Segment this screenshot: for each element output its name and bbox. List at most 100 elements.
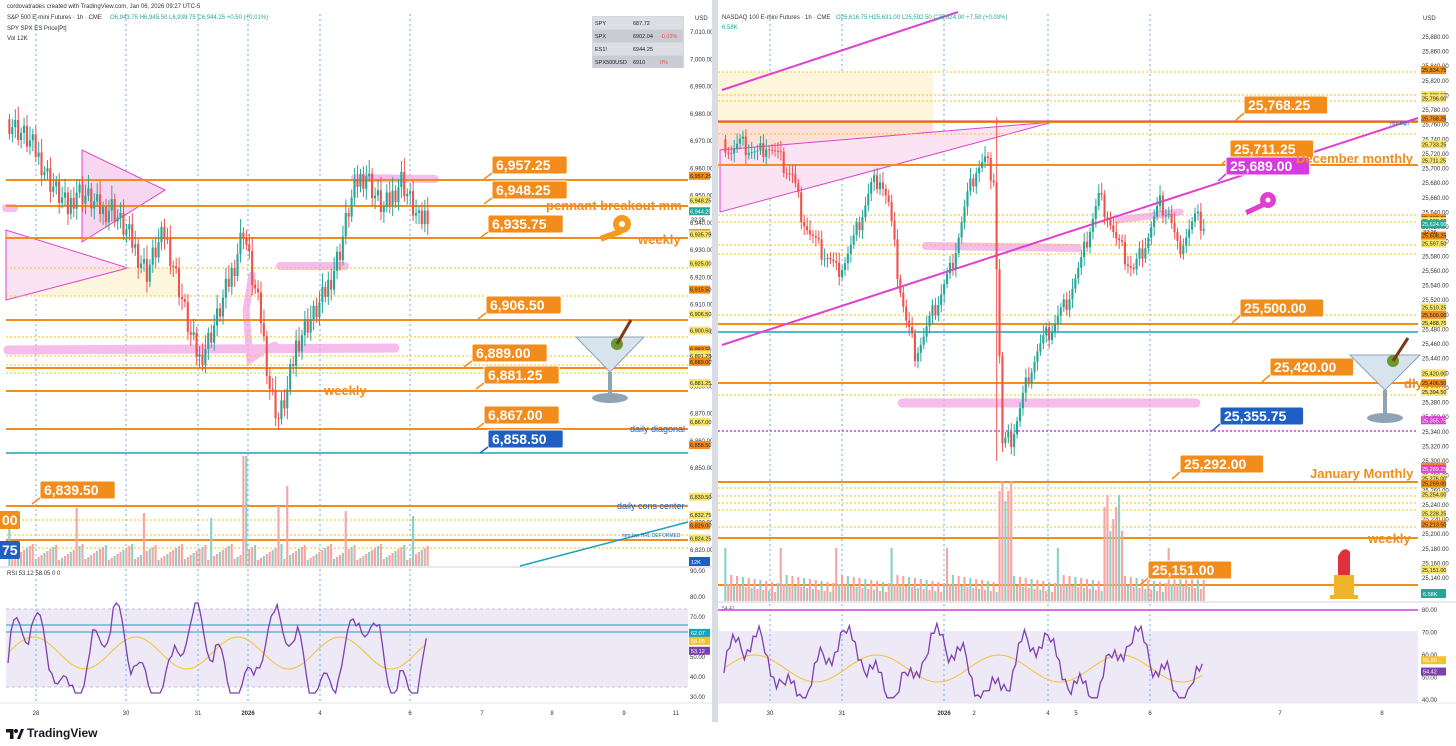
candle-body <box>242 232 245 239</box>
candle-body <box>808 230 811 235</box>
volume-bar <box>913 578 916 601</box>
price-label: 6,906.50 <box>690 312 711 318</box>
volume-bar <box>125 548 128 566</box>
time-tick: 6 <box>408 711 412 717</box>
level-callout-label: 6,906.50 <box>490 297 545 313</box>
candle-body <box>391 190 394 206</box>
volume-bar <box>142 513 145 566</box>
candle-body <box>297 340 301 352</box>
volume-bar <box>151 547 154 566</box>
candle-body <box>896 239 899 279</box>
candle-body <box>724 139 727 153</box>
time-axis[interactable]: 30 31 2026 2 4 5 6 7 8 <box>767 711 1385 717</box>
overlay-title: SPY SPX ES Price[Pt] <box>7 26 67 32</box>
volume-bar <box>1150 590 1153 601</box>
level-callout-box <box>1239 298 1325 318</box>
candle-body <box>902 292 905 307</box>
cut-box-1 <box>0 511 20 529</box>
candle-body <box>341 236 344 260</box>
candle-body <box>420 210 423 225</box>
volume-bar <box>878 591 881 601</box>
volume-bar <box>93 553 96 566</box>
volume-bar <box>805 588 809 601</box>
candle-body <box>1202 228 1205 231</box>
es-chart[interactable]: cordovatrades created with TradingView.c… <box>0 0 712 722</box>
right-chart-panel[interactable]: NASDAQ 100 E-mini Futures · 1h · CME O25… <box>718 0 1456 722</box>
candle-body <box>878 182 881 190</box>
volume-bar <box>338 555 341 566</box>
rsi-ma-line <box>7 636 427 670</box>
volume-bar <box>245 456 248 566</box>
volume-bar <box>759 580 762 601</box>
candle-body <box>838 262 841 277</box>
candle-body <box>1118 238 1121 241</box>
price-label-box <box>689 310 710 319</box>
candle-body <box>1150 227 1153 238</box>
candle-body <box>134 244 137 248</box>
price-label: 6,829.00 <box>690 523 711 529</box>
volume-bar <box>139 555 143 566</box>
candle-body <box>858 222 861 231</box>
candle-body <box>230 267 233 287</box>
volume-bar <box>1085 579 1089 601</box>
candle-body <box>1138 248 1141 259</box>
candle-body <box>983 156 986 163</box>
left-chart-panel[interactable]: cordovatrades created with TradingView.c… <box>0 0 712 722</box>
volume-bar <box>1120 531 1124 601</box>
level-callout-pointer <box>475 422 485 430</box>
candle-body <box>175 266 178 269</box>
price-tick: 25,440.00 <box>1422 357 1449 363</box>
volume-axis-badge <box>1421 589 1446 598</box>
symbol-title[interactable]: S&P 500 E-mini Futures · 1h · CME <box>7 15 102 21</box>
panel-divider[interactable] <box>712 0 718 722</box>
price-label: 25,254.00 <box>1422 493 1446 499</box>
volume-bar <box>134 559 137 566</box>
price-tick: 6,960.00 <box>690 166 712 172</box>
candle-body <box>1147 237 1150 249</box>
volume-bar <box>1202 580 1205 601</box>
candle-body <box>937 305 940 316</box>
volume-bar <box>177 546 181 566</box>
nq-chart[interactable]: NASDAQ 100 E-mini Futures · 1h · CME O25… <box>718 0 1456 722</box>
ticker-price: 6944.25 <box>633 47 653 53</box>
price-label: 6,839.50 <box>690 495 711 501</box>
volume-bar <box>368 552 371 566</box>
level-callout-label: 25,151.00 <box>1152 562 1214 578</box>
rsi-pane-bg <box>718 631 1418 703</box>
volume-bar <box>741 577 744 601</box>
candle-body <box>233 267 236 277</box>
volume-bar <box>910 587 914 601</box>
volume-bar <box>1048 582 1051 601</box>
volume-bar <box>180 544 184 566</box>
volume-bar <box>251 547 254 566</box>
price-label-box <box>689 285 710 294</box>
candle-body <box>198 354 201 357</box>
candle-body <box>306 319 309 333</box>
candle-body <box>254 284 257 289</box>
candle-body <box>104 207 107 223</box>
volume-bar <box>14 556 17 566</box>
price-label: 6,889.00 <box>690 360 711 366</box>
symbol-title[interactable]: NASDAQ 100 E-mini Futures · 1h · CME <box>722 15 830 21</box>
candle-body <box>1039 343 1042 352</box>
price-tick: 25,200.00 <box>1422 532 1449 538</box>
candle-body <box>814 236 817 238</box>
price-label-box <box>689 417 710 426</box>
candle-body <box>186 302 189 332</box>
candle-body <box>1018 408 1021 422</box>
tradingview-logo-icon[interactable] <box>6 726 24 742</box>
time-axis[interactable]: 28 30 31 2026 4 6 7 8 9 11 <box>33 711 680 717</box>
candle-body <box>893 220 896 240</box>
candle-body <box>1161 195 1164 216</box>
tradingview-brand[interactable]: TradingView <box>27 726 98 740</box>
price-label: 25,733.25 <box>1422 142 1446 148</box>
volume-bar <box>256 560 260 566</box>
candle-body <box>338 251 341 260</box>
candle-body <box>221 297 224 317</box>
candle-body <box>1126 264 1129 267</box>
price-label: 6,957.25 <box>690 174 711 180</box>
candle-body <box>1103 194 1106 218</box>
candle-body <box>1059 307 1062 316</box>
candle-body <box>1062 299 1065 308</box>
